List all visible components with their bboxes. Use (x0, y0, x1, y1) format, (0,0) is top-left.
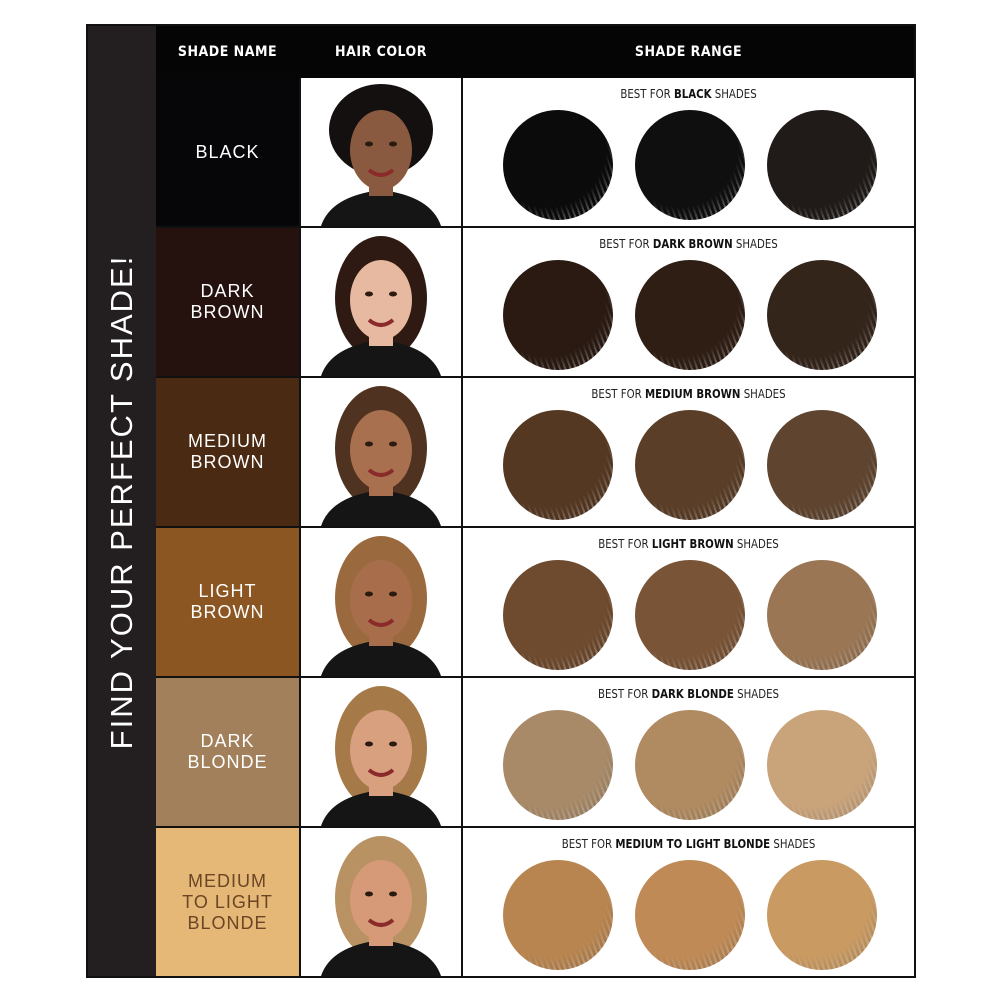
shade-name-cell: DARK BROWN (156, 228, 299, 376)
shade-swatch[interactable] (767, 710, 877, 820)
shade-swatch[interactable] (635, 260, 745, 370)
shade-range-caption: BEST FOR MEDIUM TO LIGHT BLONDE SHADES (561, 837, 816, 851)
shade-range-cell: BEST FOR BLACK SHADES (463, 78, 914, 226)
shade-row: DARK BROWN BEST FOR DARK BROWN SHADES (156, 228, 914, 378)
shade-name-cell: BLACK (156, 78, 299, 226)
header-row: SHADE NAME HAIR COLOR SHADE RANGE (156, 26, 914, 78)
shade-swatch[interactable] (503, 710, 613, 820)
shade-range-caption: BEST FOR DARK BROWN SHADES (599, 237, 778, 251)
header-hair-color: HAIR COLOR (335, 44, 427, 60)
hair-color-portrait (301, 378, 461, 526)
shade-range-cell: BEST FOR DARK BLONDE SHADES (463, 678, 914, 826)
header-shade-name: SHADE NAME (177, 44, 278, 60)
shade-name-cell: DARK BLONDE (156, 678, 299, 826)
hair-color-portrait (301, 828, 461, 976)
hair-color-portrait (301, 678, 461, 826)
shade-row: MEDIUM TO LIGHT BLONDE BEST FOR MEDIUM T… (156, 828, 914, 978)
shade-name-cell: MEDIUM TO LIGHT BLONDE (156, 828, 299, 976)
hair-color-portrait (301, 228, 461, 376)
shade-range-caption: BEST FOR LIGHT BROWN SHADES (598, 537, 779, 551)
shade-row: MEDIUM BROWN BEST FOR MEDIUM BROWN SHADE… (156, 378, 914, 528)
shade-swatch[interactable] (503, 410, 613, 520)
shade-swatch[interactable] (503, 560, 613, 670)
shade-row: BLACK BEST FOR BLACK SHADES (156, 78, 914, 228)
shade-range-cell: BEST FOR MEDIUM BROWN SHADES (463, 378, 914, 526)
shade-swatch[interactable] (635, 710, 745, 820)
hair-color-portrait (301, 528, 461, 676)
shade-swatch[interactable] (635, 860, 745, 970)
shade-swatch[interactable] (767, 260, 877, 370)
shade-range-caption: BEST FOR DARK BLONDE SHADES (597, 687, 779, 701)
sidebar-banner: FIND YOUR PERFECT SHADE! (88, 26, 156, 976)
shade-range-cell: BEST FOR MEDIUM TO LIGHT BLONDE SHADES (463, 828, 914, 976)
shade-swatch[interactable] (635, 560, 745, 670)
shade-swatch[interactable] (503, 260, 613, 370)
shade-range-cell: BEST FOR DARK BROWN SHADES (463, 228, 914, 376)
shade-name-cell: MEDIUM BROWN (156, 378, 299, 526)
shade-range-caption: BEST FOR BLACK SHADES (620, 87, 757, 101)
shade-swatch[interactable] (767, 560, 877, 670)
shade-swatch[interactable] (503, 860, 613, 970)
shade-chart: FIND YOUR PERFECT SHADE! SHADE NAME HAIR… (86, 24, 916, 978)
shade-row: LIGHT BROWN BEST FOR LIGHT BROWN SHADES (156, 528, 914, 678)
header-shade-range: SHADE RANGE (634, 44, 743, 60)
shade-swatch[interactable] (635, 110, 745, 220)
shade-swatch[interactable] (635, 410, 745, 520)
banner-title: FIND YOUR PERFECT SHADE! (104, 254, 139, 750)
hair-color-portrait (301, 78, 461, 226)
shade-row: DARK BLONDE BEST FOR DARK BLONDE SHADES (156, 678, 914, 828)
shade-range-caption: BEST FOR MEDIUM BROWN SHADES (591, 387, 786, 401)
shade-swatch[interactable] (503, 110, 613, 220)
shade-name-cell: LIGHT BROWN (156, 528, 299, 676)
shade-range-cell: BEST FOR LIGHT BROWN SHADES (463, 528, 914, 676)
shade-swatch[interactable] (767, 410, 877, 520)
shade-swatch[interactable] (767, 110, 877, 220)
shade-swatch[interactable] (767, 860, 877, 970)
